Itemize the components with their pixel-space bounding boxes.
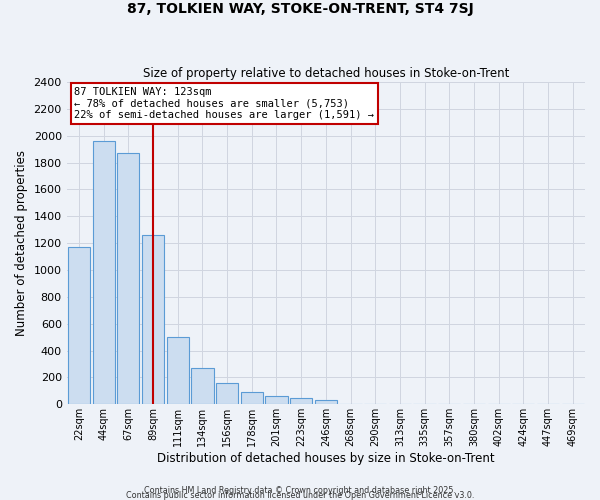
Text: Contains public sector information licensed under the Open Government Licence v3: Contains public sector information licen… (126, 491, 474, 500)
Title: Size of property relative to detached houses in Stoke-on-Trent: Size of property relative to detached ho… (143, 66, 509, 80)
Bar (167, 337, 189, 404)
Bar (68, 247, 90, 404)
Bar (142, 235, 164, 404)
Bar (290, 398, 312, 404)
X-axis label: Distribution of detached houses by size in Stoke-on-Trent: Distribution of detached houses by size … (157, 452, 494, 465)
Text: Contains HM Land Registry data © Crown copyright and database right 2025.: Contains HM Land Registry data © Crown c… (144, 486, 456, 495)
Bar (117, 153, 139, 405)
Bar (216, 384, 238, 404)
Bar (241, 392, 263, 404)
Bar (265, 396, 287, 404)
Text: 87 TOLKIEN WAY: 123sqm
← 78% of detached houses are smaller (5,753)
22% of semi-: 87 TOLKIEN WAY: 123sqm ← 78% of detached… (74, 87, 374, 120)
Bar (92, 141, 115, 405)
Bar (315, 400, 337, 404)
Text: 87, TOLKIEN WAY, STOKE-ON-TRENT, ST4 7SJ: 87, TOLKIEN WAY, STOKE-ON-TRENT, ST4 7SJ (127, 2, 473, 16)
Bar (191, 368, 214, 405)
Y-axis label: Number of detached properties: Number of detached properties (15, 150, 28, 336)
